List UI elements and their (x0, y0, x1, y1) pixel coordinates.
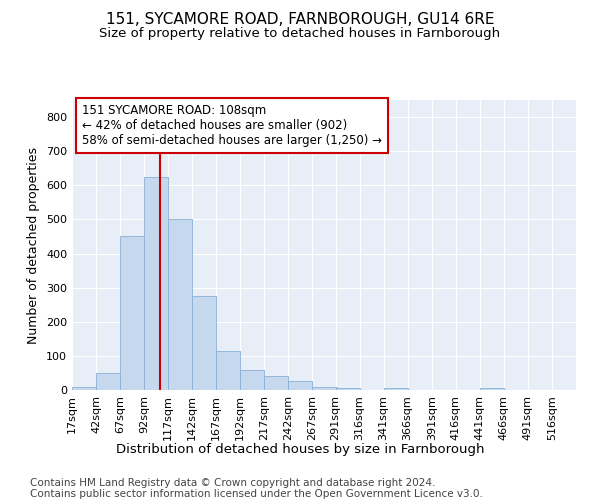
Y-axis label: Number of detached properties: Number of detached properties (28, 146, 40, 344)
Text: Contains public sector information licensed under the Open Government Licence v3: Contains public sector information licen… (30, 489, 483, 499)
Bar (96, 373, 120, 390)
Bar (216, 351, 241, 390)
Bar (480, 388, 504, 390)
Bar (265, 376, 289, 390)
Bar (289, 382, 313, 390)
Bar (335, 388, 359, 390)
Bar (144, 177, 168, 390)
Bar (241, 370, 265, 390)
Text: 151, SYCAMORE ROAD, FARNBOROUGH, GU14 6RE: 151, SYCAMORE ROAD, FARNBOROUGH, GU14 6R… (106, 12, 494, 28)
Bar (192, 296, 216, 390)
Bar (313, 386, 337, 390)
Bar (120, 236, 144, 390)
Text: Distribution of detached houses by size in Farnborough: Distribution of detached houses by size … (116, 442, 484, 456)
Bar (72, 386, 96, 390)
Text: 151 SYCAMORE ROAD: 108sqm
← 42% of detached houses are smaller (902)
58% of semi: 151 SYCAMORE ROAD: 108sqm ← 42% of detac… (82, 104, 382, 148)
Bar (168, 220, 192, 390)
Bar (383, 388, 407, 390)
Text: Contains HM Land Registry data © Crown copyright and database right 2024.: Contains HM Land Registry data © Crown c… (30, 478, 436, 488)
Text: Size of property relative to detached houses in Farnborough: Size of property relative to detached ho… (100, 28, 500, 40)
